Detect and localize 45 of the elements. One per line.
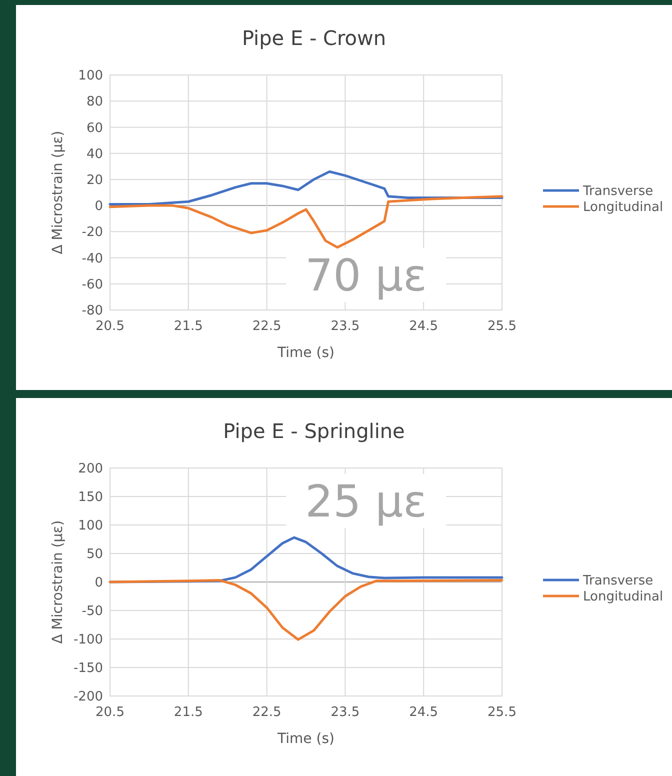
y-tick-label: 0 <box>94 199 103 214</box>
y-tick-label: -50 <box>82 604 103 620</box>
y-tick-label: 40 <box>86 146 103 162</box>
y-tick-label: 100 <box>78 68 103 84</box>
x-tick-label: 20.5 <box>96 319 124 334</box>
y-axis-title: Δ Microstrain (με) <box>50 520 66 644</box>
annotation: 70 με <box>305 250 427 302</box>
x-axis-title: Time (s) <box>276 345 334 361</box>
x-tick-label: 21.5 <box>174 705 203 720</box>
legend-label: Longitudinal <box>583 200 664 216</box>
y-tick-label: -40 <box>82 251 103 266</box>
annotation: 25 με <box>305 476 427 528</box>
line-series <box>108 579 504 641</box>
y-tick-label: 150 <box>78 490 103 506</box>
x-tick-label: 25.5 <box>488 705 516 720</box>
y-axis-title: Δ Microstrain (με) <box>50 130 66 254</box>
y-tick-label: 60 <box>86 120 103 136</box>
y-tick-label: 200 <box>78 462 103 477</box>
x-tick-label: 21.5 <box>174 319 203 334</box>
legend-label: Longitudinal <box>583 590 664 605</box>
chart-title: Pipe E - Springline <box>223 419 405 443</box>
x-axis-title: Time (s) <box>276 731 334 747</box>
y-tick-label: -60 <box>82 277 103 292</box>
y-tick-label: -150 <box>73 661 103 676</box>
y-tick-label: 0 <box>94 576 103 591</box>
x-tick-label: 24.5 <box>409 319 438 334</box>
legend-label: Transverse <box>582 184 654 200</box>
x-tick-label: 24.5 <box>409 705 438 720</box>
x-tick-label: 22.5 <box>252 705 282 720</box>
y-tick-label: 100 <box>78 518 103 534</box>
x-tick-label: 23.5 <box>330 319 360 334</box>
y-tick-label: -200 <box>73 690 103 705</box>
x-tick-label: 22.5 <box>252 319 282 334</box>
legend-label: Transverse <box>582 574 654 589</box>
y-tick-label: 50 <box>86 547 103 562</box>
y-tick-label: -20 <box>82 225 103 240</box>
x-tick-label: 20.5 <box>96 705 124 720</box>
x-tick-label: 23.5 <box>330 705 360 720</box>
y-tick-label: -80 <box>82 304 103 319</box>
y-tick-label: 20 <box>86 172 103 188</box>
y-tick-label: 80 <box>86 94 103 110</box>
line-series <box>108 195 504 249</box>
y-tick-label: -100 <box>73 632 103 648</box>
x-tick-label: 25.5 <box>488 319 516 334</box>
chart-title: Pipe E - Crown <box>242 26 386 50</box>
